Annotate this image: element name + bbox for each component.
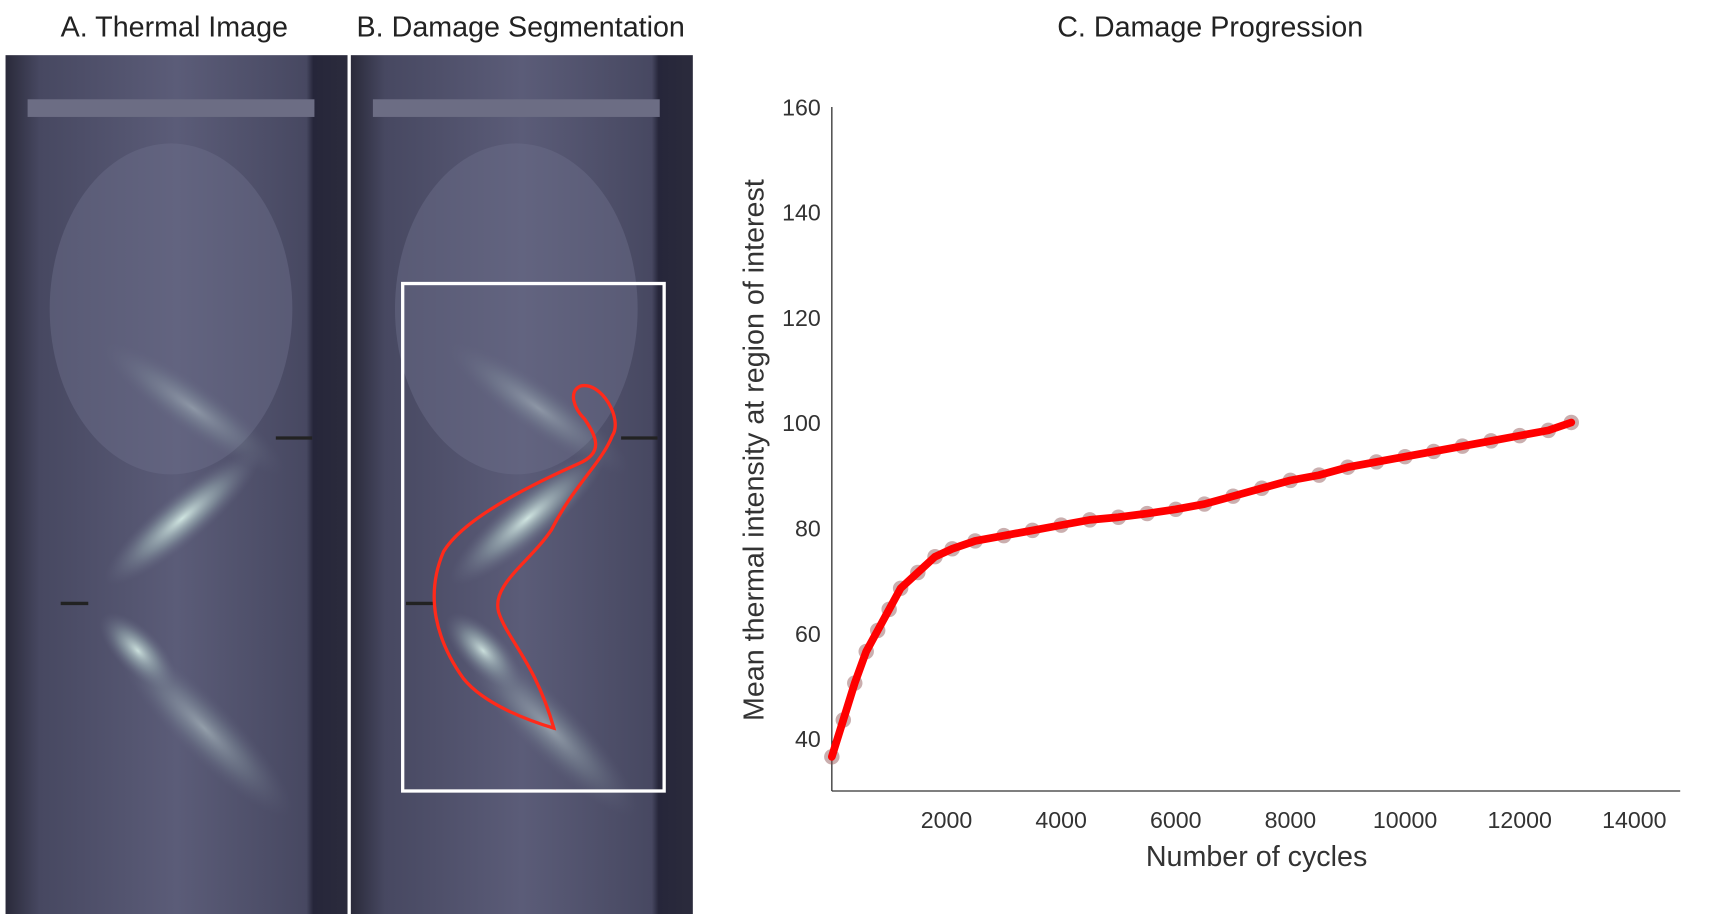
y-tick-label: 160 xyxy=(782,94,821,120)
damage-contour xyxy=(432,384,617,731)
fit-line xyxy=(827,418,1576,761)
chart-title: C. Damage Progression xyxy=(1057,11,1363,43)
thermal-image xyxy=(3,53,350,914)
x-tick-label: 10000 xyxy=(1373,807,1437,833)
x-tick-label: 2000 xyxy=(921,807,973,833)
x-tick-label: 12000 xyxy=(1487,807,1551,833)
roi-box xyxy=(401,281,666,793)
panel-title: A. Thermal Image xyxy=(61,11,288,43)
x-tick-label: 14000 xyxy=(1602,807,1666,833)
y-tick-label: 120 xyxy=(782,305,821,331)
y-tick-label: 60 xyxy=(795,621,821,647)
x-tick-label: 6000 xyxy=(1150,807,1202,833)
y-tick-label: 140 xyxy=(782,200,821,226)
y-tick-label: 100 xyxy=(782,410,821,436)
y-axis-label: Mean thermal intensity at region of inte… xyxy=(738,179,770,721)
y-tick-label: 80 xyxy=(795,516,821,542)
x-tick-label: 4000 xyxy=(1035,807,1087,833)
panel-title: B. Damage Segmentation xyxy=(357,11,685,43)
y-tick-label: 40 xyxy=(795,726,821,752)
x-axis-label: Number of cycles xyxy=(1146,841,1367,873)
x-tick-label: 8000 xyxy=(1265,807,1317,833)
